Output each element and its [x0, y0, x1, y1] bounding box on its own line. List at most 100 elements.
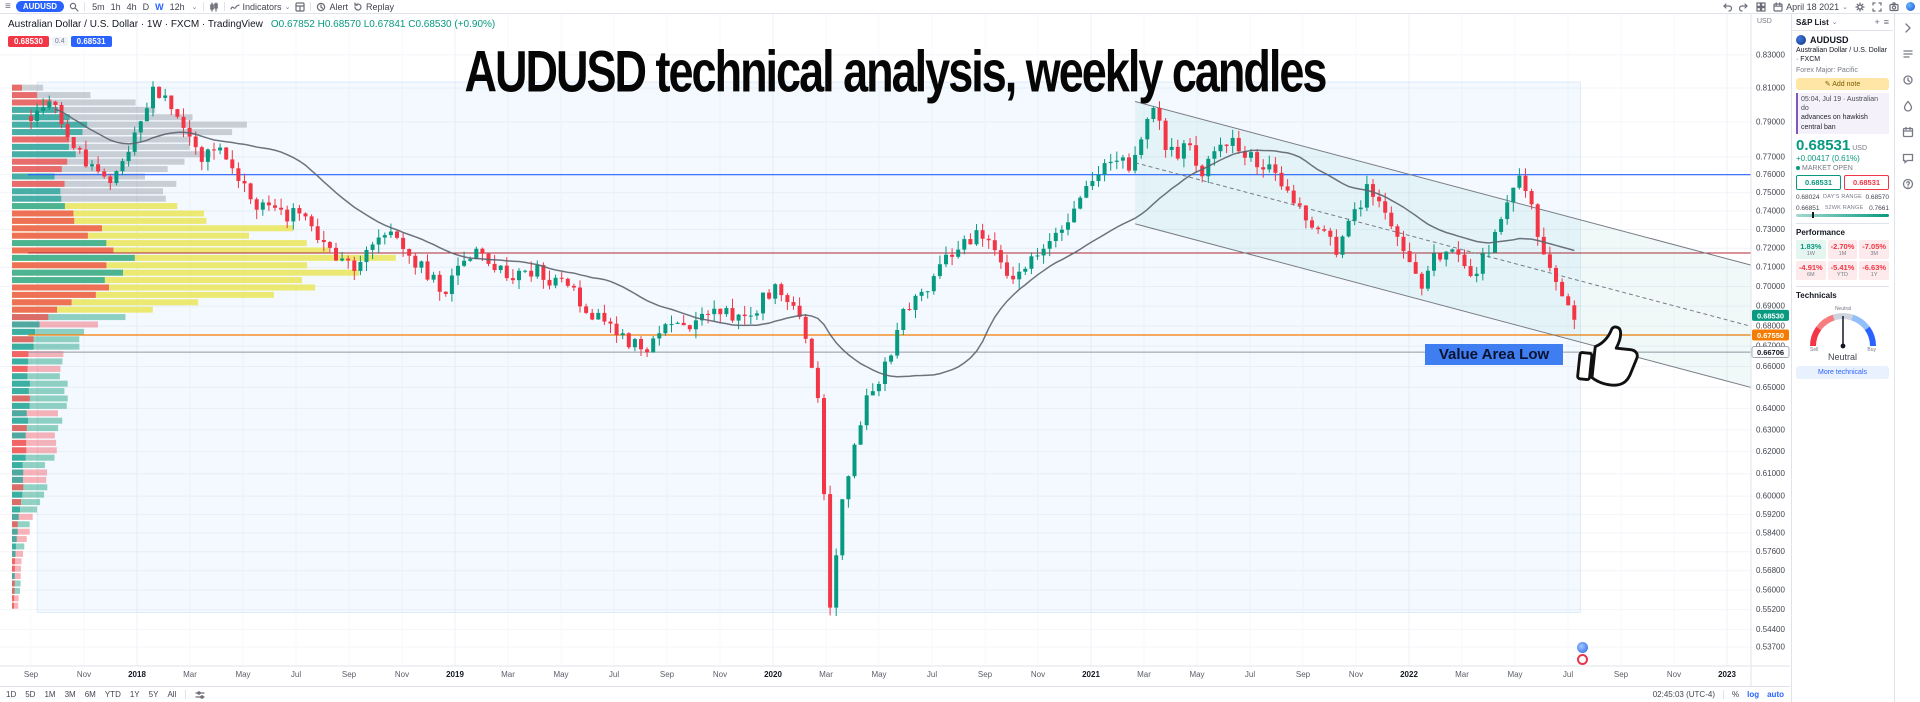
range-button-6M[interactable]: 6M: [84, 690, 96, 699]
svg-text:0.81000: 0.81000: [1756, 84, 1785, 93]
chevron-down-icon[interactable]: ⌄: [191, 3, 198, 11]
range-button-1Y[interactable]: 1Y: [129, 690, 140, 699]
auto-scale-button[interactable]: auto: [1767, 690, 1784, 699]
svg-text:0.56800: 0.56800: [1756, 566, 1785, 575]
add-note-button[interactable]: ✎ Add note: [1796, 78, 1889, 91]
price-chart[interactable]: USD 0.83000 0.81000 0.79000 0.77000 0.76000 0.…: [0, 14, 1790, 686]
help-icon[interactable]: [1902, 178, 1914, 190]
indicators-button[interactable]: Indicators ⌄: [229, 2, 290, 12]
svg-text:Sep: Sep: [660, 670, 675, 679]
undo-icon[interactable]: [1722, 2, 1733, 12]
timeframe-button-5m[interactable]: 5m: [92, 1, 105, 12]
range-button-5Y[interactable]: 5Y: [148, 690, 159, 699]
timeframe-button-D[interactable]: D: [142, 1, 150, 12]
chevron-down-icon[interactable]: ⌄: [1831, 19, 1838, 26]
range-button-1M[interactable]: 1M: [44, 690, 56, 699]
market-open-dot: [1796, 166, 1800, 171]
performance-grid: 1.83% 1W -2.70% 1M -7.05% 3M -4.91% 6M -5.41% YTD…: [1796, 239, 1889, 280]
drawing-badge-blue[interactable]: [1577, 642, 1588, 653]
performance-cell-YTD: -5.41% YTD: [1827, 260, 1858, 280]
adjust-sliders-icon[interactable]: [195, 690, 205, 700]
watchlist-title[interactable]: S&P List: [1796, 17, 1829, 27]
svg-text:0.71000: 0.71000: [1756, 263, 1785, 272]
range-button-All[interactable]: All: [167, 690, 177, 699]
watchlist-header: S&P List ⌄ + ≡: [1792, 14, 1893, 31]
range-button-3M[interactable]: 3M: [64, 690, 76, 699]
chat-icon[interactable]: [1902, 152, 1914, 164]
toolbar-separator: [1722, 690, 1724, 699]
panel-buy-button[interactable]: 0.68531: [1844, 174, 1889, 190]
performance-title: Performance: [1796, 222, 1889, 237]
svg-text:Sep: Sep: [1296, 670, 1311, 679]
calendar-icon[interactable]: [1902, 126, 1914, 138]
news-item[interactable]: 05:04, Jul 19 · Australian do advances o…: [1796, 93, 1889, 134]
watchlist-panel: S&P List ⌄ + ≡ AUDUSD Australian Dollar …: [1791, 14, 1893, 702]
more-technicals-button[interactable]: More technicals: [1796, 365, 1889, 379]
camera-snapshot-icon[interactable]: [1889, 1, 1899, 12]
alerts-icon[interactable]: [1902, 74, 1914, 86]
drawing-badge-red[interactable]: [1577, 654, 1588, 665]
svg-text:Mar: Mar: [819, 670, 833, 679]
news-time: 05:04, Jul 19 · Australian do: [1801, 96, 1879, 113]
redo-icon[interactable]: [1739, 2, 1749, 12]
range-button-YTD[interactable]: YTD: [104, 690, 121, 699]
svg-text:Sep: Sep: [1614, 670, 1629, 679]
buy-button[interactable]: 0.68531: [70, 36, 112, 47]
layout-templates-icon[interactable]: [295, 1, 306, 12]
watchlist-symbol-row[interactable]: AUDUSD: [1796, 35, 1889, 45]
svg-text:May: May: [1189, 670, 1204, 679]
percent-scale-button[interactable]: %: [1731, 690, 1740, 699]
candle-style-icon[interactable]: [209, 1, 219, 12]
timeframe-button-12h[interactable]: 12h: [169, 1, 185, 12]
range-buttons: 1D 5D 1M 3M 6M YTD 1Y 5Y All: [6, 690, 176, 699]
add-symbol-icon[interactable]: +: [1874, 17, 1880, 27]
performance-cell-1W: 1.83% 1W: [1796, 239, 1826, 259]
range-button-5D[interactable]: 5D: [25, 690, 36, 699]
svg-text:0.66000: 0.66000: [1756, 362, 1785, 371]
sell-button[interactable]: 0.68530: [8, 36, 49, 47]
symbol-chip[interactable]: AUDUSD: [15, 1, 65, 12]
svg-text:0.67550: 0.67550: [1757, 331, 1784, 340]
svg-text:0.72000: 0.72000: [1756, 244, 1785, 253]
thumbs-up-drawing[interactable]: [1570, 310, 1650, 400]
alert-button[interactable]: Alert: [316, 2, 348, 12]
timeframe-button-4h[interactable]: 4h: [126, 1, 137, 12]
collapse-panel-icon[interactable]: [1902, 22, 1914, 34]
log-scale-button[interactable]: log: [1747, 690, 1760, 699]
timeframe-button-W[interactable]: W: [155, 1, 164, 12]
svg-text:0.59200: 0.59200: [1756, 510, 1785, 519]
svg-text:0.56000: 0.56000: [1756, 586, 1785, 595]
go-to-date-button[interactable]: April 18 2021 ⌄: [1773, 2, 1848, 12]
hotlists-icon[interactable]: [1902, 100, 1914, 112]
watchlist-icon[interactable]: [1902, 48, 1914, 60]
svg-text:0.83000: 0.83000: [1756, 50, 1785, 59]
top-toolbar: ≡ AUDUSD 5m 1h 4h D W 12h ⌄ Indicators ⌄ Aler…: [0, 0, 1920, 14]
alert-clock-icon: [317, 2, 326, 11]
value-area-low-label[interactable]: Value Area Low: [1425, 344, 1563, 365]
svg-text:Jul: Jul: [1245, 670, 1255, 679]
chart-legend-title[interactable]: Australian Dollar / U.S. Dollar · 1W · F…: [8, 19, 263, 30]
svg-text:USD: USD: [1757, 18, 1772, 25]
svg-text:0.66706: 0.66706: [1757, 348, 1784, 357]
fullscreen-icon[interactable]: [1872, 1, 1882, 12]
user-avatar[interactable]: [1906, 2, 1915, 11]
symbol-market: Forex Major: Pacific: [1796, 66, 1858, 74]
menu-icon[interactable]: ≡: [5, 0, 11, 12]
settings-gear-icon[interactable]: [1855, 1, 1865, 12]
clock-display[interactable]: 02:45:03 (UTC-4): [1652, 690, 1715, 699]
replay-button[interactable]: Replay: [353, 2, 394, 12]
toolbar-separator: [223, 2, 225, 11]
svg-text:0.68530: 0.68530: [1757, 311, 1784, 320]
multichart-layout-icon[interactable]: [1756, 1, 1766, 12]
svg-text:0.69000: 0.69000: [1756, 302, 1785, 311]
timeframe-button-1h[interactable]: 1h: [110, 1, 121, 12]
price-currency: USD: [1852, 144, 1868, 152]
chart-area[interactable]: USD 0.83000 0.81000 0.79000 0.77000 0.76000 0.…: [0, 14, 1790, 686]
panel-sell-button[interactable]: 0.68531: [1796, 174, 1841, 190]
svg-text:Nov: Nov: [395, 670, 409, 679]
toolbar-separator: [185, 690, 187, 699]
technicals-gauge: Sell Neutral Buy Neutral: [1796, 302, 1889, 362]
watchlist-menu-icon[interactable]: ≡: [1883, 17, 1889, 27]
search-icon[interactable]: [69, 2, 79, 12]
range-button-1D[interactable]: 1D: [6, 690, 17, 699]
